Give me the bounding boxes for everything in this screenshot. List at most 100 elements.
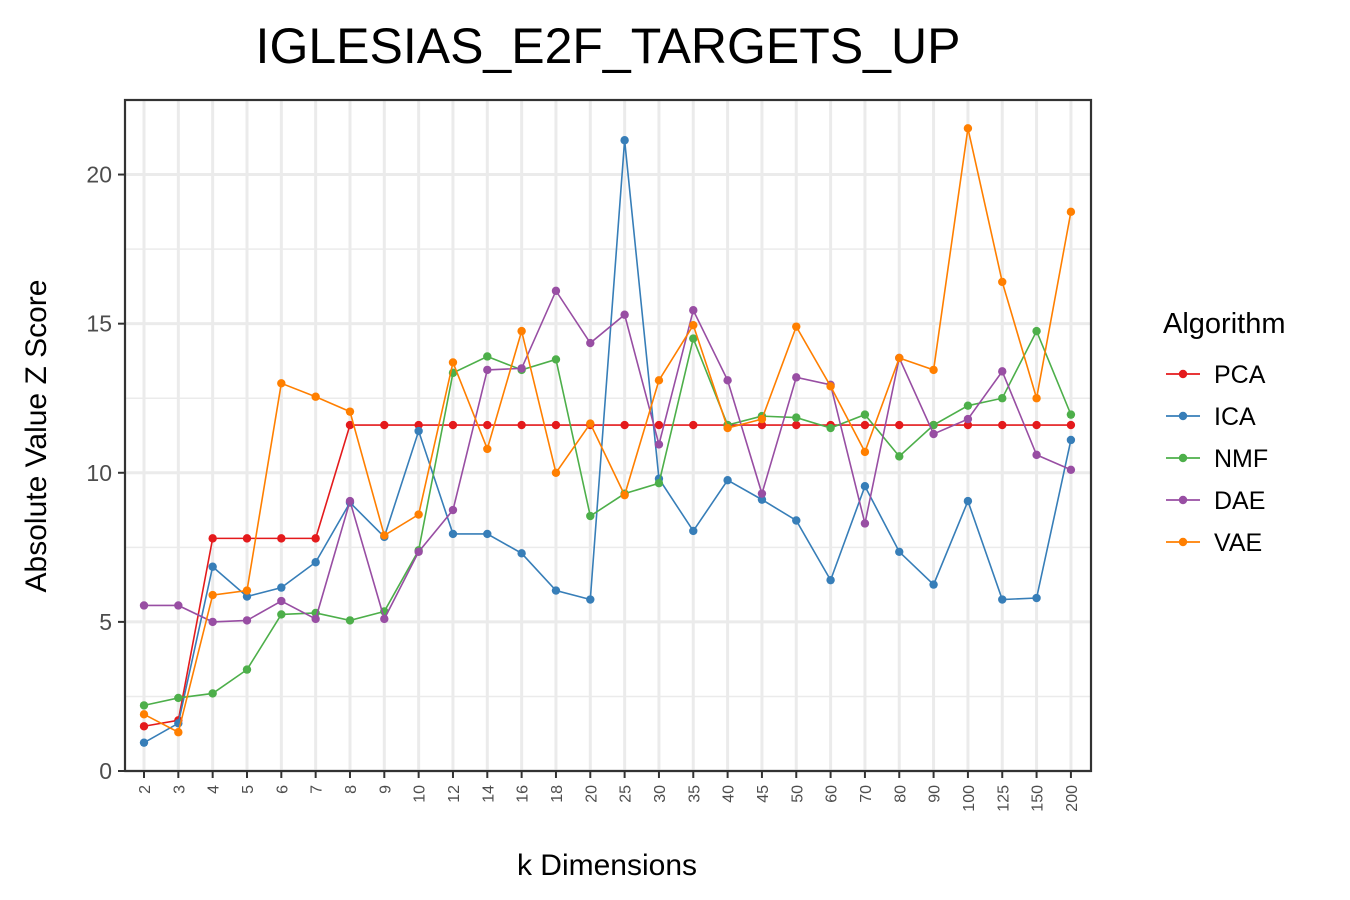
point-pca [517,420,526,430]
x-axis-title: k Dimensions [517,849,697,882]
legend-key-point [1178,495,1188,505]
point-ica [1066,435,1076,445]
point-vae [242,586,252,595]
point-ica [414,426,423,436]
point-nmf [826,423,835,433]
point-pca [998,420,1007,430]
point-pca [208,534,217,543]
point-vae [345,407,355,416]
point-nmf [963,401,973,410]
legend-title: Algorithm [1163,308,1286,340]
x-tick-label: 2 [137,785,154,794]
point-ica [895,547,904,557]
point-dae [860,519,870,528]
point-ica [998,595,1007,604]
point-vae [139,710,149,719]
x-tick-label: 3 [171,785,188,794]
legend-key-point [1178,411,1188,421]
x-tick-label: 70 [858,785,875,803]
point-nmf [654,479,664,488]
point-dae [654,440,664,449]
point-vae [757,414,767,424]
point-vae [551,468,561,477]
x-tick-label: 60 [824,785,841,803]
point-nmf [998,394,1007,403]
point-ica [620,136,629,145]
point-ica [208,562,217,571]
x-tick-label: 25 [618,785,635,803]
point-dae [517,364,526,373]
point-vae [1066,207,1076,217]
point-dae [963,414,973,424]
point-vae [174,728,183,737]
point-vae [723,423,732,433]
x-tick-label: 8 [343,785,360,794]
x-tick-label: 6 [274,785,291,794]
point-nmf [174,693,183,703]
x-tick-label: 30 [652,785,669,803]
point-ica [517,549,526,558]
point-nmf [208,689,217,698]
legend-label-vae: VAE [1214,529,1262,557]
y-tick-label: 20 [86,162,112,188]
point-vae [963,124,973,133]
point-pca [345,420,355,430]
legend: Algorithm PCA ICA NMF DAE VAE [1163,308,1286,557]
point-dae [792,373,801,382]
point-ica [139,738,149,747]
point-vae [208,590,217,600]
point-ica [242,592,252,601]
legend-key-point [1178,453,1188,463]
point-nmf [860,410,870,419]
point-dae [208,617,217,627]
point-dae [551,286,561,296]
panel-border [123,98,1093,773]
x-tick-label: 150 [1030,785,1047,812]
point-dae [586,338,595,348]
point-vae [792,322,801,331]
point-ica [689,526,698,536]
x-tick-label: 7 [309,785,326,794]
point-ica [1032,593,1041,603]
point-vae [826,382,835,391]
point-ica [723,476,732,485]
x-tick-label: 9 [377,785,394,794]
y-tick-label: 15 [86,311,112,337]
x-tick-label: 35 [686,785,703,803]
point-pca [654,420,664,430]
point-nmf [689,334,698,343]
x-tick-label: 14 [480,785,497,803]
point-nmf [929,420,938,430]
point-vae [1032,394,1041,403]
x-tick-label: 80 [892,785,909,803]
series-line-pca [143,424,1071,728]
point-dae [414,547,423,557]
point-vae [311,392,320,401]
y-tick-label: 0 [99,758,112,784]
x-tick-label: 12 [446,785,463,803]
point-dae [448,505,458,515]
point-vae [998,277,1007,287]
x-tick-label: 40 [721,785,738,803]
point-pca [380,420,389,430]
point-ica [586,595,595,604]
series-line-dae [144,289,1072,623]
x-tick-label: 100 [961,785,978,812]
point-pca [1032,420,1041,430]
series-line-vae [143,128,1072,734]
point-pca [414,420,423,430]
x-tick-label: 20 [583,785,600,803]
point-dae [311,614,320,624]
point-dae [757,489,767,498]
y-tick-label: 5 [99,609,112,635]
point-pca [860,420,870,430]
point-vae [380,531,389,540]
point-nmf [1066,410,1076,419]
point-pca [242,534,252,543]
x-tick-label: 18 [549,785,566,803]
point-ica [826,575,835,585]
point-dae [689,306,698,315]
chart-title: IGLESIAS_E2F_TARGETS_UP [256,18,961,74]
point-nmf [242,665,252,674]
